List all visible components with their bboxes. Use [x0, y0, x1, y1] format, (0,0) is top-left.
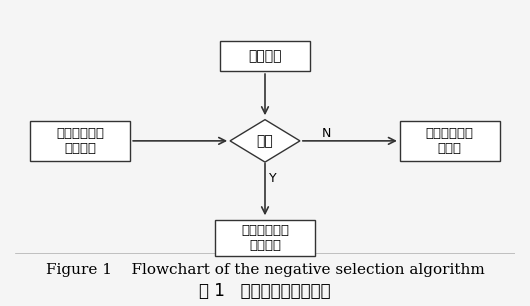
Text: 图 1   否定选择算法流程图: 图 1 否定选择算法流程图	[199, 282, 331, 300]
FancyBboxPatch shape	[220, 41, 310, 71]
Polygon shape	[230, 120, 300, 162]
Text: 自体集合: 自体集合	[248, 49, 282, 63]
Text: Y: Y	[269, 172, 277, 185]
Text: 未成熟的免疫
细胞集合: 未成熟的免疫 细胞集合	[56, 127, 104, 155]
FancyBboxPatch shape	[30, 121, 130, 161]
Text: 匹配: 匹配	[257, 134, 273, 148]
Text: N: N	[322, 127, 331, 140]
FancyBboxPatch shape	[215, 220, 315, 256]
Text: 成熟的免疫细
胞集合: 成熟的免疫细 胞集合	[426, 127, 474, 155]
Text: Figure 1    Flowchart of the negative selection algorithm: Figure 1 Flowchart of the negative selec…	[46, 263, 484, 277]
FancyBboxPatch shape	[400, 121, 500, 161]
Text: 删除与自体匹
配的细胞: 删除与自体匹 配的细胞	[241, 224, 289, 252]
